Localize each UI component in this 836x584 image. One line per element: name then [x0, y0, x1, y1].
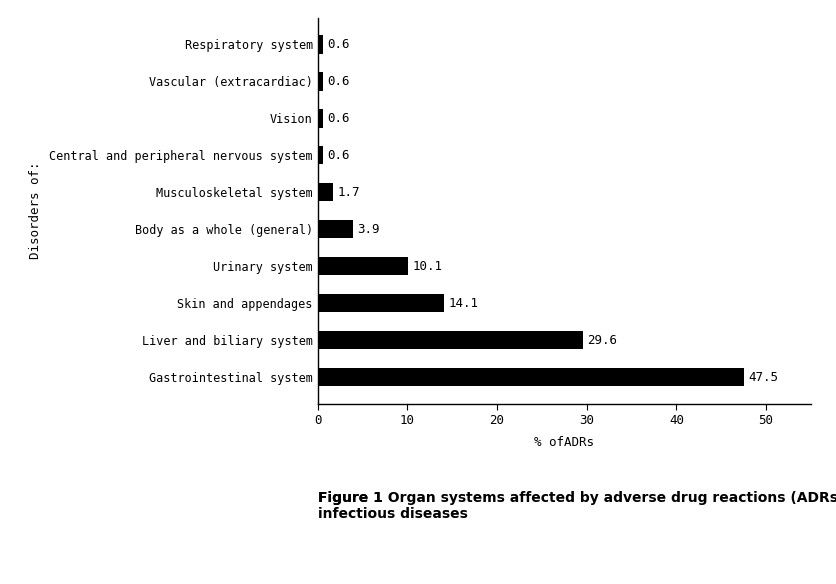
Bar — [318, 35, 323, 54]
Text: 3.9: 3.9 — [357, 223, 380, 236]
Text: 0.6: 0.6 — [328, 38, 350, 51]
Text: 47.5: 47.5 — [748, 370, 778, 384]
Text: 14.1: 14.1 — [449, 297, 479, 310]
Text: 0.6: 0.6 — [328, 75, 350, 88]
X-axis label: % ofADRs: % ofADRs — [534, 436, 594, 449]
Text: Figure 1: Figure 1 — [318, 491, 387, 505]
Bar — [318, 220, 353, 238]
Y-axis label: Disorders of:: Disorders of: — [29, 162, 43, 259]
Bar — [318, 257, 408, 276]
Bar — [318, 294, 444, 312]
Text: Figure 1 Organ systems affected by adverse drug reactions (ADRs) in the departme: Figure 1 Organ systems affected by adver… — [318, 491, 836, 521]
Bar — [318, 183, 333, 201]
Text: 29.6: 29.6 — [588, 333, 618, 346]
Text: 10.1: 10.1 — [413, 260, 443, 273]
Bar — [318, 109, 323, 127]
Text: 0.6: 0.6 — [328, 149, 350, 162]
Bar — [318, 72, 323, 91]
Text: 0.6: 0.6 — [328, 112, 350, 125]
Bar — [318, 368, 744, 386]
Text: 1.7: 1.7 — [338, 186, 360, 199]
Bar — [318, 146, 323, 165]
Bar — [318, 331, 584, 349]
